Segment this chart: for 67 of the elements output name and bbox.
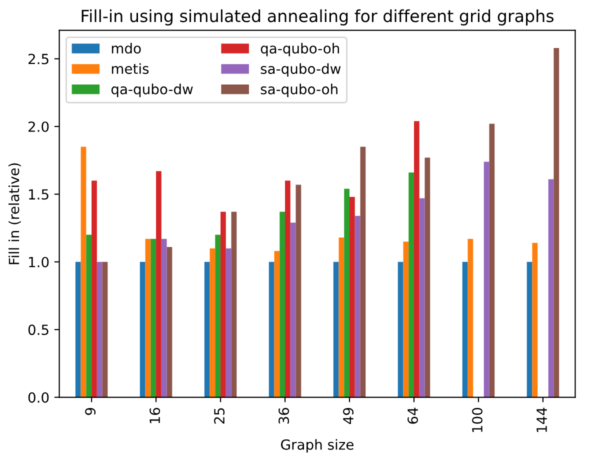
x-axis-title: Graph size [281,439,354,453]
bar [92,180,97,398]
bar [156,171,162,398]
legend-label: qa-qubo-dw [111,84,193,98]
bar [96,262,102,398]
bar [296,184,302,398]
x-tick-label: 144 [536,408,547,432]
bar [150,238,156,398]
bar [350,196,355,398]
bar [161,238,167,398]
x-tick-label: 100 [472,408,483,432]
bar [484,162,490,398]
bar [408,172,414,398]
bar [424,158,430,398]
legend-label: sa-qubo-dw [260,63,341,77]
bar [220,212,226,398]
legend-label: qa-qubo-oh [260,42,339,56]
y-axis-title: Fill in (relative) [8,163,21,264]
bar [140,262,146,398]
x-tick-label: 49 [343,408,354,424]
bar [462,262,468,398]
legend-label: mdo [112,42,141,54]
bar [526,262,532,398]
legend-label: sa-qubo-oh [260,84,338,98]
bar [414,121,420,398]
bar [532,242,538,398]
bar [338,238,344,398]
bar [86,234,92,398]
bar [354,216,360,398]
y-tick-label: 1.0 [29,256,49,268]
bar [102,262,108,398]
bar [548,179,554,398]
bar [554,48,560,398]
bar [274,251,280,398]
bar [231,212,237,398]
bar [226,248,232,398]
y-tick-label: 2.5 [28,54,48,64]
bar [285,180,290,398]
y-tick-label: 2.0 [28,121,49,132]
bar [403,242,409,398]
bar [468,238,474,398]
bar [204,262,210,398]
bar [210,248,216,398]
x-tick-label: 25 [214,408,225,424]
bar [166,246,172,398]
x-tick-label: 64 [408,408,418,424]
bar [344,188,350,398]
y-tick-label: 1.5 [29,189,48,200]
bar [215,234,221,398]
bar [398,262,404,398]
x-tick-label: 16 [150,408,160,424]
bar [145,238,151,398]
bar [75,262,81,398]
y-tick-label: 0.5 [28,324,48,336]
bar [360,146,366,398]
bar [280,212,286,398]
bar [80,146,86,398]
bar [489,124,495,398]
bar [419,198,425,398]
chart-title: Fill-in using simulated annealing for different grid graphs [82,9,554,26]
x-tick-label: 9 [85,408,96,415]
bar [333,262,339,398]
x-tick-label: 36 [278,408,290,424]
bar [268,262,274,398]
bar [290,222,296,398]
legend-label: metis [112,63,149,74]
y-tick-label: 0.0 [28,392,49,403]
